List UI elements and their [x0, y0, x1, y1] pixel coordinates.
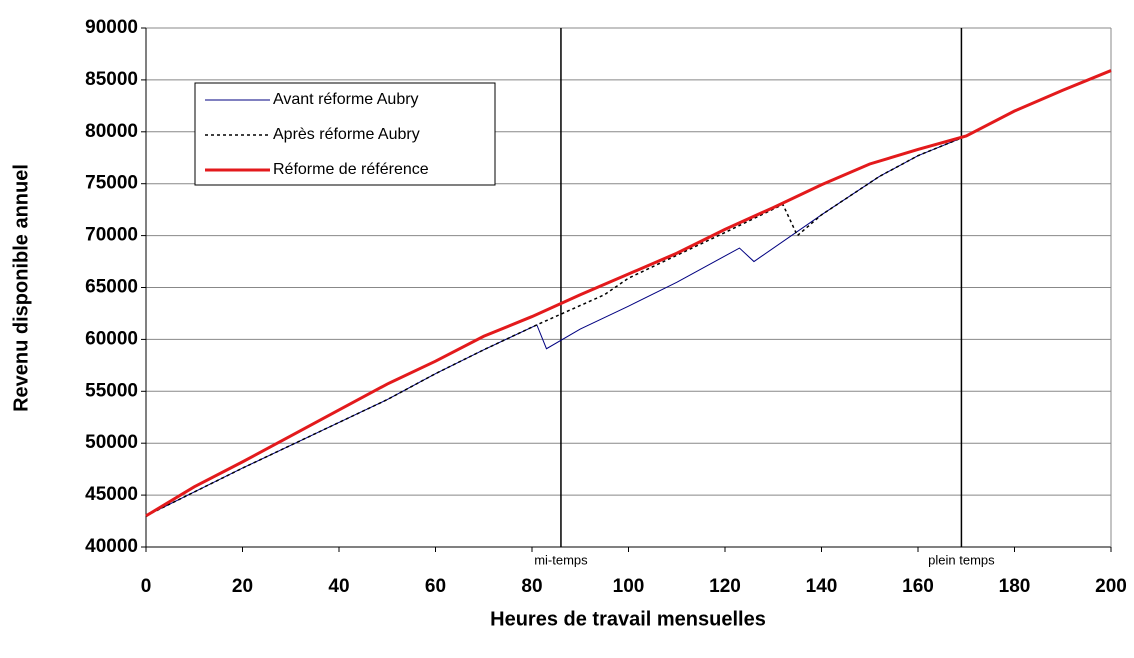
y-tick-label: 90000 [85, 17, 138, 38]
x-tick-label: 120 [709, 576, 741, 597]
y-tick-label: 80000 [85, 121, 138, 142]
annotation: plein temps [928, 552, 995, 567]
y-axis-label: Revenu disponible annuel [10, 164, 32, 412]
x-tick-label: 60 [425, 576, 446, 597]
legend-label: Réforme de référence [273, 161, 429, 178]
x-tick-label: 20 [232, 576, 253, 597]
x-tick-label: 160 [902, 576, 934, 597]
x-tick-label: 180 [999, 576, 1031, 597]
y-tick-label: 40000 [85, 536, 138, 557]
x-tick-label: 40 [328, 576, 349, 597]
y-tick-label: 65000 [85, 277, 138, 298]
y-tick-label: 85000 [85, 69, 138, 90]
y-tick-label: 70000 [85, 225, 138, 246]
x-tick-label: 140 [806, 576, 838, 597]
x-tick-label: 200 [1095, 576, 1127, 597]
y-tick-label: 50000 [85, 432, 138, 453]
x-tick-label: 80 [521, 576, 542, 597]
y-tick-label: 75000 [85, 173, 138, 194]
series-line [145, 69, 1112, 518]
legend-label: Avant réforme Aubry [273, 91, 419, 108]
x-tick-label: 0 [141, 576, 152, 597]
x-tick-label: 100 [613, 576, 645, 597]
y-tick-label: 60000 [85, 328, 138, 349]
annotation: mi-temps [534, 552, 588, 567]
y-tick-label: 55000 [85, 380, 138, 401]
y-tick-label: 45000 [85, 484, 138, 505]
x-axis-label: Heures de travail mensuelles [490, 608, 766, 630]
series-line [145, 69, 1112, 517]
legend-label: Après réforme Aubry [273, 126, 420, 143]
